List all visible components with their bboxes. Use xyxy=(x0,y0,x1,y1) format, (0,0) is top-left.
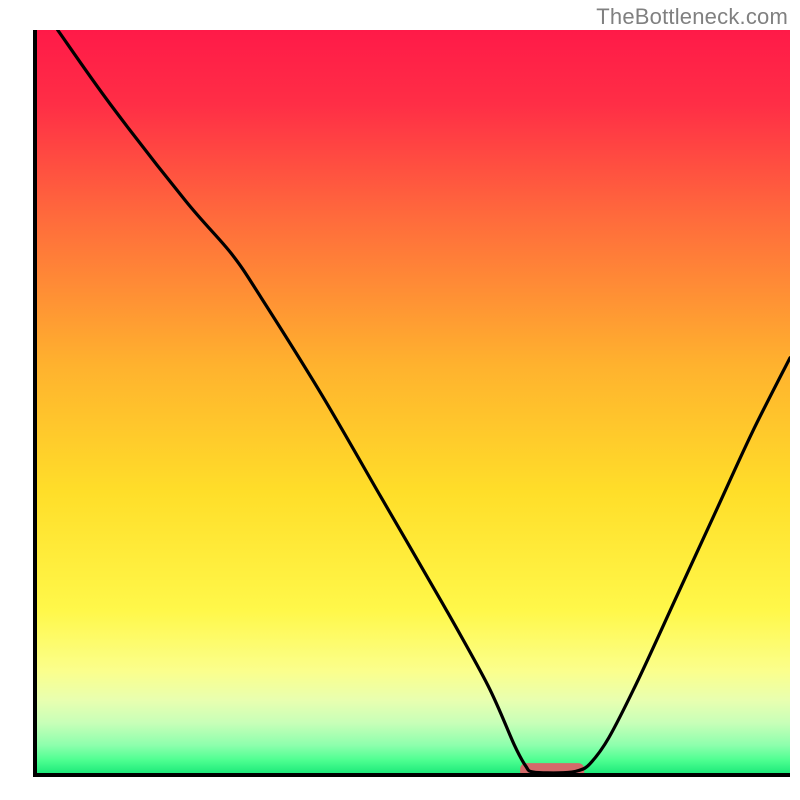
plot-area xyxy=(35,30,790,778)
gradient-background xyxy=(35,30,790,775)
bottleneck-chart xyxy=(0,0,800,800)
chart-container: TheBottleneck.com xyxy=(0,0,800,800)
watermark-text: TheBottleneck.com xyxy=(596,4,788,30)
